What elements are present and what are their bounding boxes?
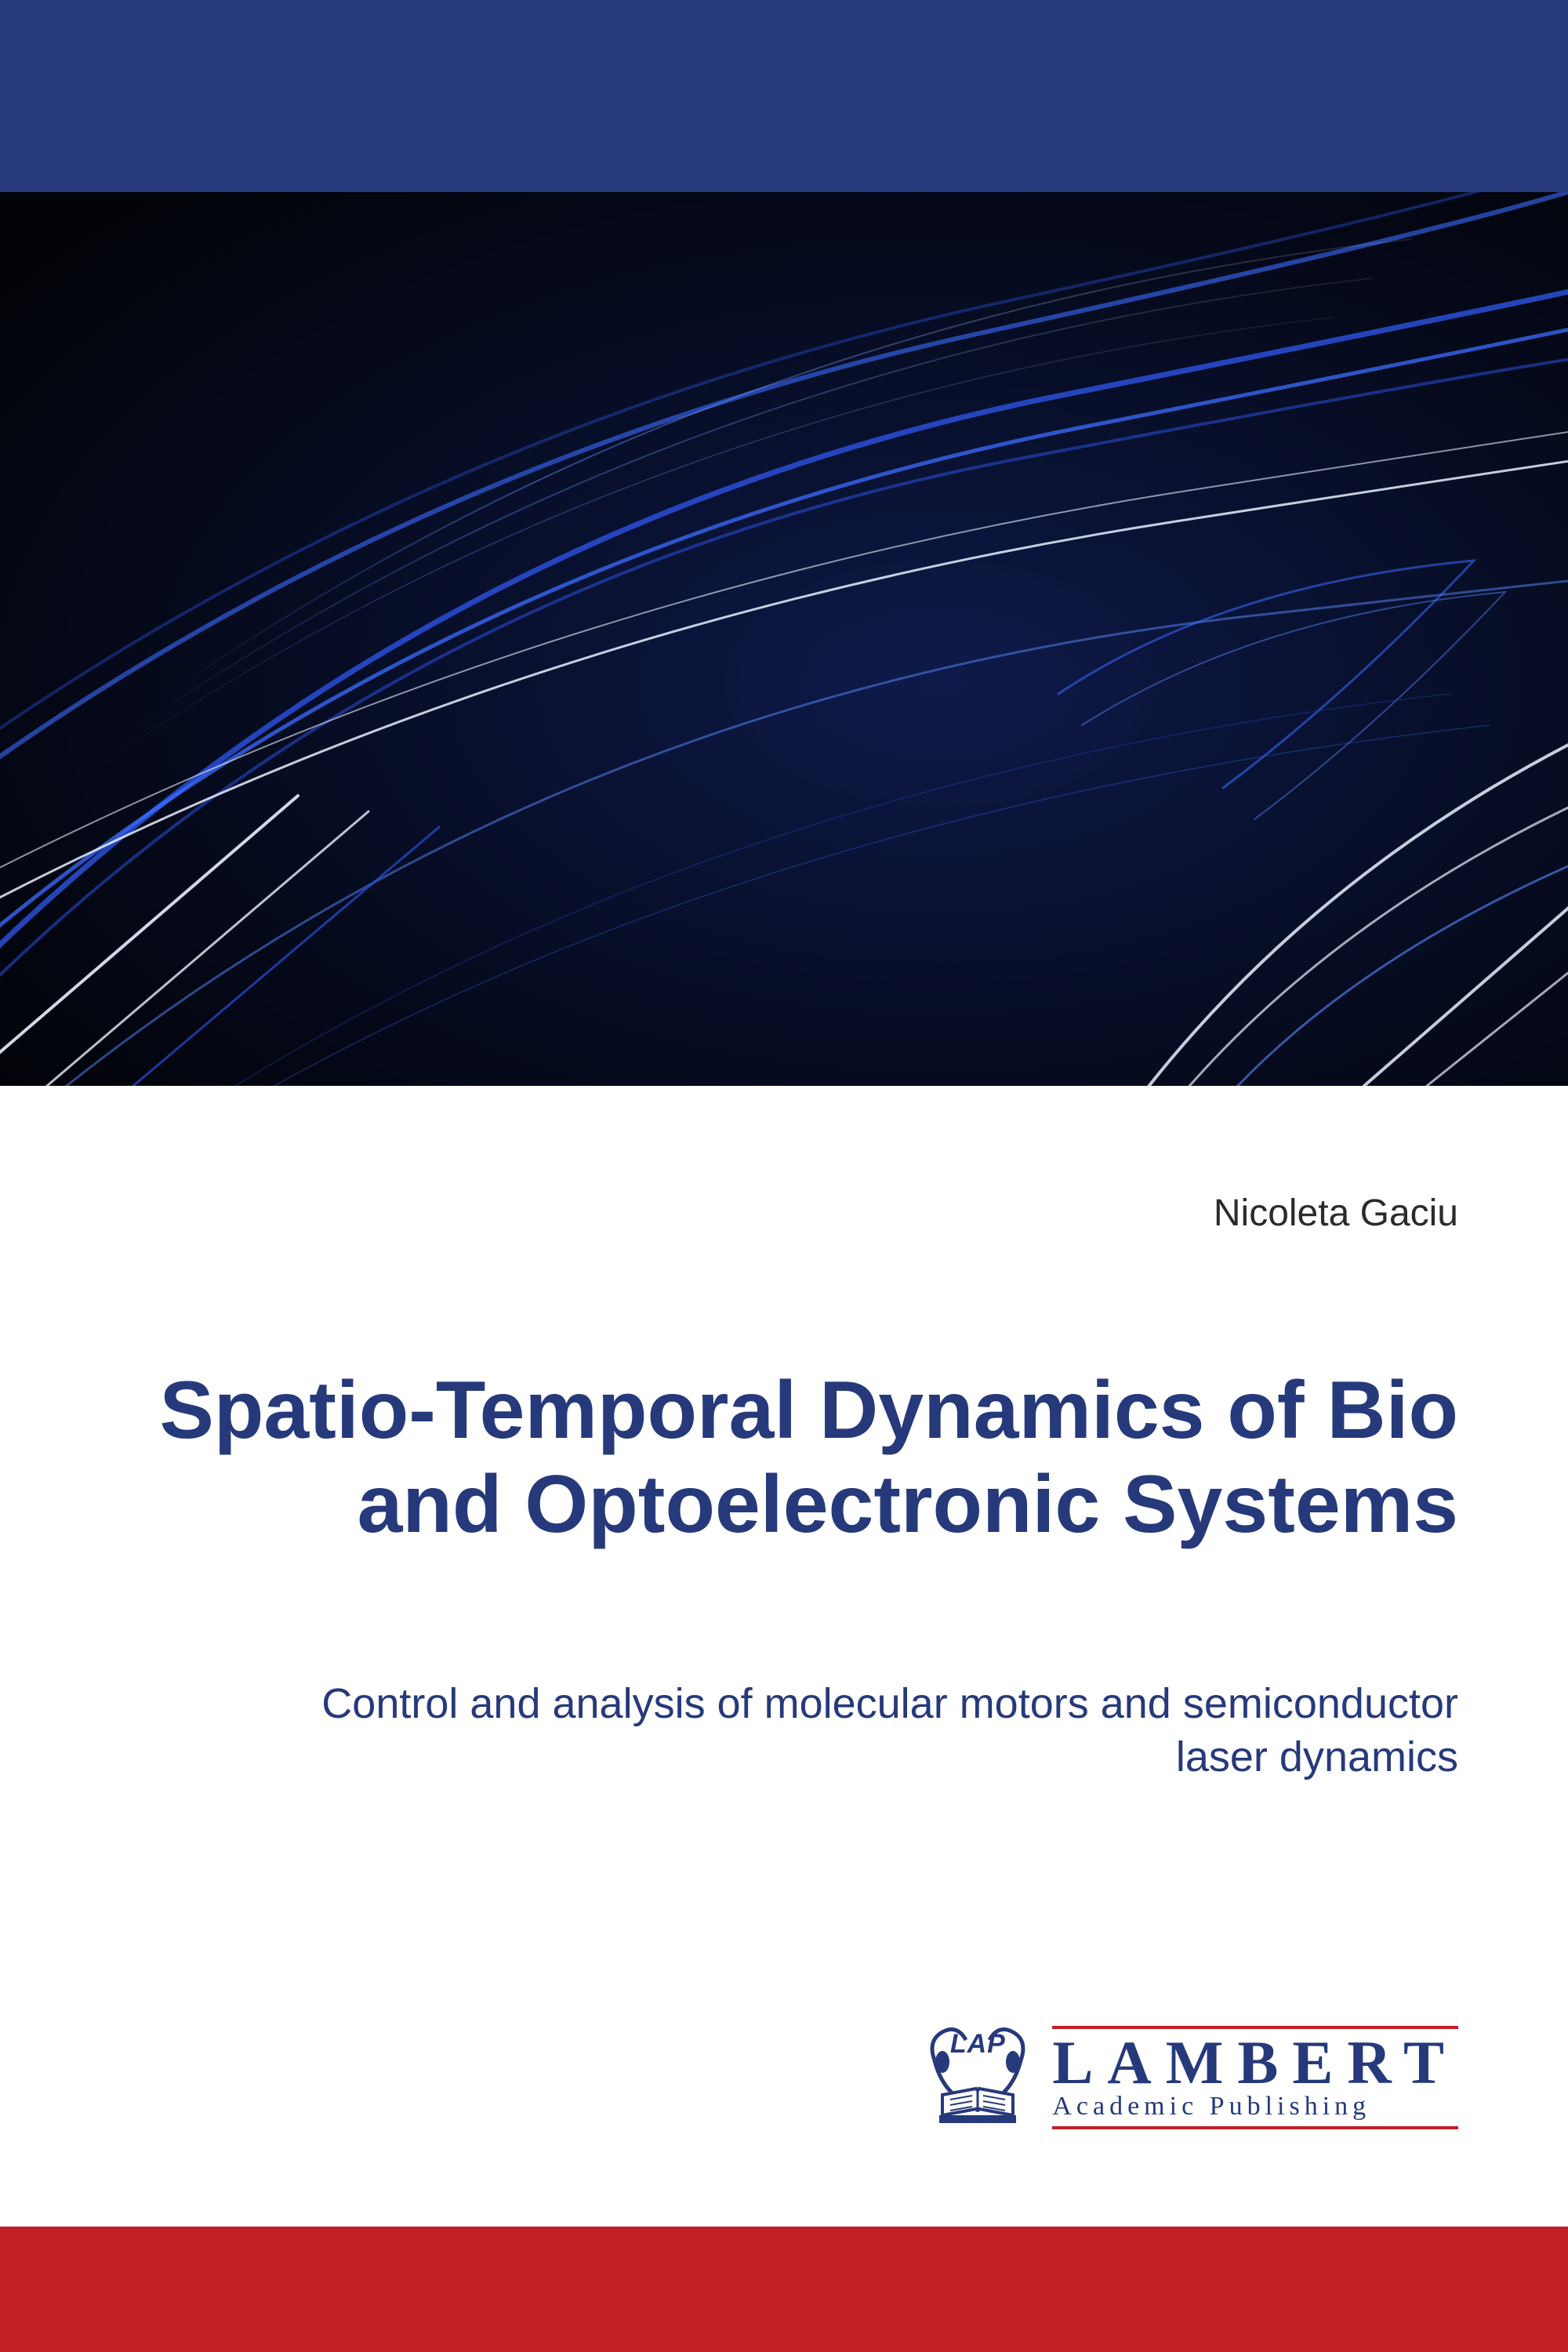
publisher-rule-bottom xyxy=(1052,2126,1458,2129)
bottom-brand-band xyxy=(0,2227,1568,2352)
publisher-name: LAMBERT xyxy=(1052,2032,1458,2093)
book-title: Spatio-Temporal Dynamics of Bio and Opto… xyxy=(78,1364,1458,1552)
publisher-tagline: Academic Publishing xyxy=(1052,2092,1458,2122)
cover-abstract-artwork xyxy=(0,192,1568,1086)
publisher-logo: LAP LAMBERT xyxy=(919,2023,1458,2132)
publisher-emblem-text: LAP xyxy=(950,2029,1006,2060)
publisher-emblem-icon: LAP xyxy=(919,2023,1036,2132)
author-name: Nicoleta Gaciu xyxy=(1214,1192,1458,1235)
top-brand-band xyxy=(0,0,1568,192)
book-subtitle: Control and analysis of molecular motors… xyxy=(235,1678,1458,1784)
publisher-text-block: LAMBERT Academic Publishing xyxy=(1052,2026,1458,2129)
